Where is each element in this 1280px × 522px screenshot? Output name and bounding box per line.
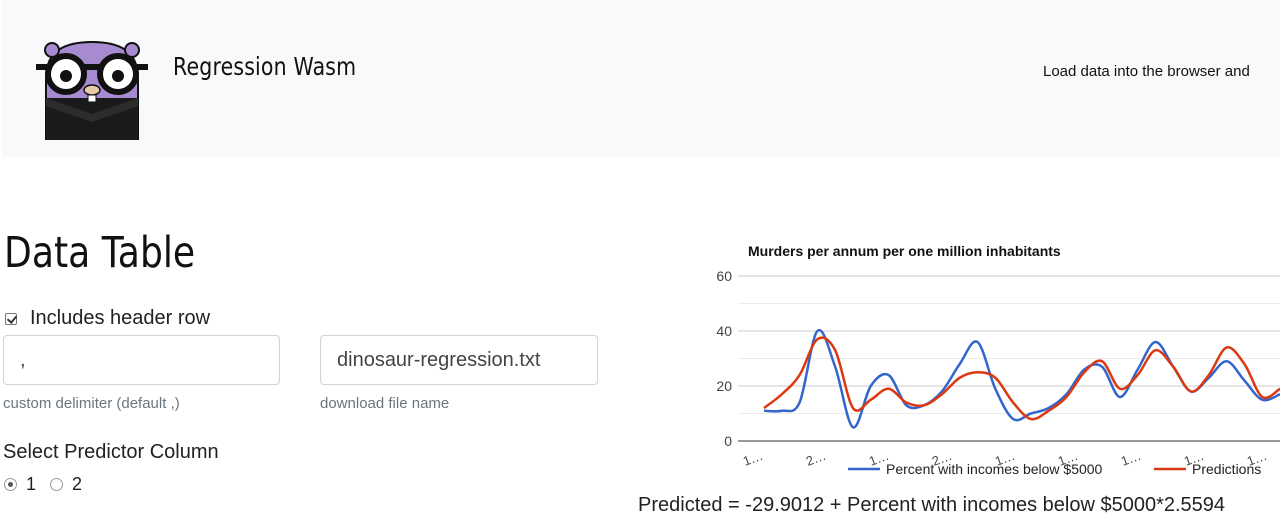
predictor-option-label: 2	[72, 474, 83, 494]
x-tick-label: 1…	[1182, 448, 1206, 469]
predictor-radio-1[interactable]	[4, 478, 17, 491]
x-tick-label: 1…	[993, 448, 1017, 469]
site-header: Regression Wasm Load data into the brows…	[2, 0, 1280, 157]
y-tick-label: 20	[716, 378, 732, 394]
chart-title: Murders per annum per one million inhabi…	[748, 243, 1061, 259]
header-row-label: Includes header row	[30, 307, 211, 329]
y-tick-label: 40	[716, 323, 732, 339]
header-row-option: Includes header row	[5, 307, 210, 330]
gopher-logo-icon	[36, 40, 148, 140]
predictor-radio-2[interactable]	[50, 478, 64, 491]
y-tick-label: 0	[724, 433, 732, 449]
predictor-option-label: 1	[26, 474, 37, 494]
y-tick-label: 60	[716, 268, 732, 284]
header-row-checkbox[interactable]	[5, 312, 17, 325]
x-tick-label: 1…	[1056, 448, 1080, 469]
filename-help-text: download file name	[320, 395, 450, 412]
legend-label: Predictions	[1192, 461, 1261, 477]
x-tick-label: 1…	[741, 448, 765, 469]
x-tick-label: 1…	[1119, 448, 1143, 469]
page-title: Data Table	[4, 228, 196, 278]
regression-formula: Predicted = -29.9012 + Percent with inco…	[638, 494, 1226, 516]
legend-label: Percent with incomes below $5000	[886, 461, 1103, 477]
filename-input[interactable]	[320, 335, 598, 385]
chart-series-line	[763, 336, 1280, 421]
predictor-radio-group: 1 2	[4, 474, 96, 495]
predictor-title: Select Predictor Column	[3, 441, 219, 463]
x-tick-label: 1…	[867, 448, 891, 469]
x-tick-label: 2…	[930, 448, 954, 469]
x-tick-label: 2…	[804, 448, 828, 469]
x-tick-label: 1…	[1245, 448, 1269, 469]
brand-title[interactable]: Regression Wasm	[173, 52, 357, 81]
regression-chart: Murders per annum per one million inhabi…	[716, 243, 1280, 477]
delimiter-help-text: custom delimiter (default ,)	[3, 395, 180, 412]
delimiter-input[interactable]	[3, 335, 280, 385]
header-tagline: Load data into the browser and	[1043, 63, 1250, 80]
